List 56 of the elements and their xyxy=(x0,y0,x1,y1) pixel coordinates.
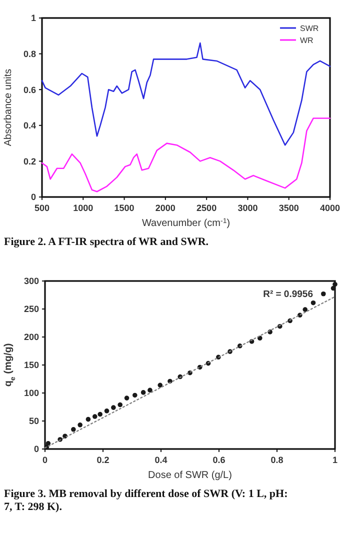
x-tick-label: 0.4 xyxy=(154,455,168,465)
point xyxy=(332,282,338,287)
y-tick-label: 250 xyxy=(24,304,39,314)
point xyxy=(104,408,110,414)
point xyxy=(124,396,130,400)
y-tick-label: 0 xyxy=(34,444,39,454)
x-tick-label: 0.2 xyxy=(96,455,110,465)
point xyxy=(132,392,138,398)
y-tick-label: 300 xyxy=(24,276,39,286)
x-tick-label: 2500 xyxy=(196,203,217,213)
point xyxy=(92,414,98,419)
point xyxy=(118,402,123,408)
x-tick-label: 500 xyxy=(34,203,50,213)
y-tick-label: 1 xyxy=(30,13,36,24)
y-tick-label: 200 xyxy=(24,332,39,342)
caption: Figure 3. MB removal by different dose of SWR (V: 1 L, pH: 7, T: 298 K). xyxy=(4,488,288,513)
x-tick-label: 0.8 xyxy=(270,455,284,465)
x-axis-title: Wavenumber (cm$^{-1}$) xyxy=(142,218,230,229)
annotation: R² = 0.9956 xyxy=(263,289,313,300)
x-tick-label: 2000 xyxy=(155,203,176,213)
y-tick-label: 0.2 xyxy=(23,156,36,166)
point xyxy=(330,286,336,291)
point xyxy=(158,382,163,388)
y-tick-label: 0.6 xyxy=(23,84,36,95)
line-series xyxy=(41,118,331,192)
y-tick-label: 0.8 xyxy=(23,48,36,59)
point xyxy=(46,441,51,446)
line-series xyxy=(41,42,331,146)
y-tick-label: 100 xyxy=(24,388,39,398)
point xyxy=(71,427,76,432)
x-tick-label: 1000 xyxy=(73,203,94,213)
x-tick-label: 3500 xyxy=(278,203,299,213)
point xyxy=(140,390,146,395)
point xyxy=(98,412,102,417)
x-tick-label: 0 xyxy=(42,455,48,465)
y-tick-label: 0 xyxy=(30,192,36,202)
x-axis-title: Dose of SWR (g/L) xyxy=(148,470,232,481)
point xyxy=(310,300,316,306)
y-tick-label: 50 xyxy=(28,416,39,426)
point xyxy=(78,422,82,428)
x-tick-label: 0.6 xyxy=(212,455,226,465)
x-tick-label: 1 xyxy=(332,455,338,465)
x-tick-label: 4000 xyxy=(320,203,340,213)
x-tick-label: 3000 xyxy=(238,203,258,213)
point xyxy=(86,416,91,422)
legend-label: SWR xyxy=(300,24,319,33)
point xyxy=(148,388,152,393)
point xyxy=(321,291,326,296)
y-tick-label: 0.4 xyxy=(23,120,36,131)
point xyxy=(302,307,308,312)
point xyxy=(111,405,116,410)
y-tick-label: 150 xyxy=(24,360,39,370)
caption: Figure 2. A FT-IR spectra of WR and SWR. xyxy=(4,236,209,248)
legend-label: WR xyxy=(300,36,314,45)
y-axis-title: Absorbance units xyxy=(3,68,14,146)
x-tick-label: 1500 xyxy=(114,203,134,213)
